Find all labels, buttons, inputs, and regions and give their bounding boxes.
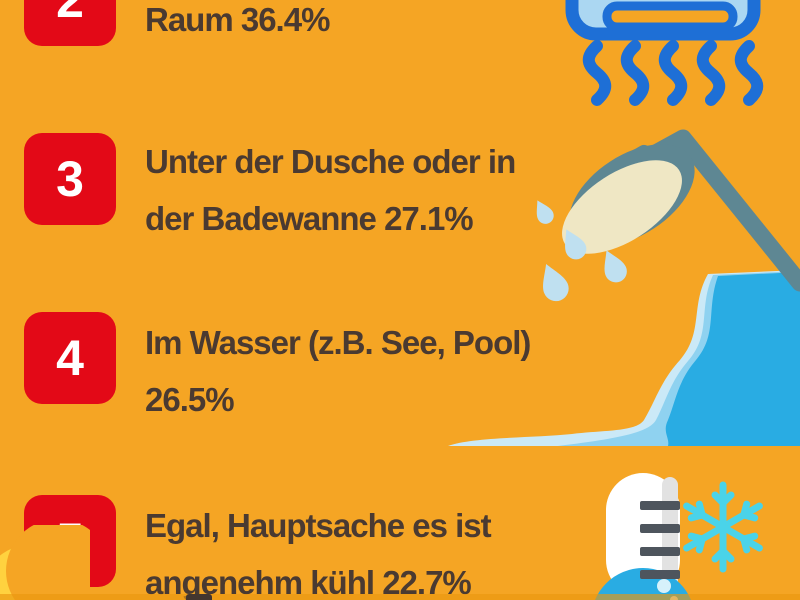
flame-icon [0, 525, 90, 600]
item-text-5: Egal, Hauptsache es ist angenehm kühl 22… [145, 497, 492, 600]
thermometer-icon [595, 473, 691, 600]
rank-number: 3 [56, 151, 84, 207]
item-text-line: Raum 36.4% [145, 1, 330, 38]
rank-number: 4 [56, 330, 84, 386]
item-text-line: 26.5% [145, 381, 235, 418]
cropped-content-sliver [186, 594, 212, 600]
rank-badge-2: 2 [24, 0, 116, 46]
water-drops [536, 200, 627, 302]
airflow-waves [582, 40, 764, 106]
rank-badge-3: 3 [24, 133, 116, 225]
air-conditioner-icon [565, 0, 764, 106]
rank-badge-4: 4 [24, 312, 116, 404]
snowflake-icon [683, 481, 763, 573]
item-text-line: Unter der Dusche oder in [145, 143, 516, 180]
item-text-4: Im Wasser (z.B. See, Pool) 26.5% [145, 314, 531, 428]
item-text-line: der Badewanne 27.1% [145, 200, 474, 237]
rank-number: 2 [56, 0, 84, 28]
item-text-2: Raum 36.4% [145, 0, 330, 48]
bottom-edge-strip [0, 594, 800, 600]
water-wave-icon [448, 270, 800, 446]
item-text-3: Unter der Dusche oder in der Badewanne 2… [145, 133, 516, 247]
item-text-line: Egal, Hauptsache es ist [145, 507, 492, 544]
thermometer-snowflake-group [595, 473, 763, 600]
thermometer-ticks [640, 501, 680, 579]
item-text-line: Im Wasser (z.B. See, Pool) [145, 324, 531, 361]
shower-head-icon [536, 129, 800, 302]
